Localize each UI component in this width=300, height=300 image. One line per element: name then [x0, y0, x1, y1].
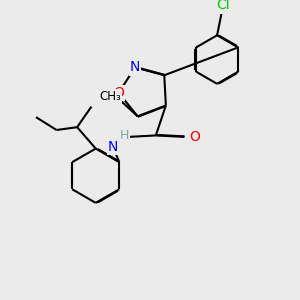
Text: O: O: [189, 130, 200, 144]
Text: N: N: [108, 140, 118, 154]
Text: N: N: [130, 60, 140, 74]
Text: O: O: [113, 86, 124, 100]
Text: H: H: [120, 129, 129, 142]
Text: CH₃: CH₃: [100, 90, 122, 103]
Text: Cl: Cl: [216, 0, 230, 12]
